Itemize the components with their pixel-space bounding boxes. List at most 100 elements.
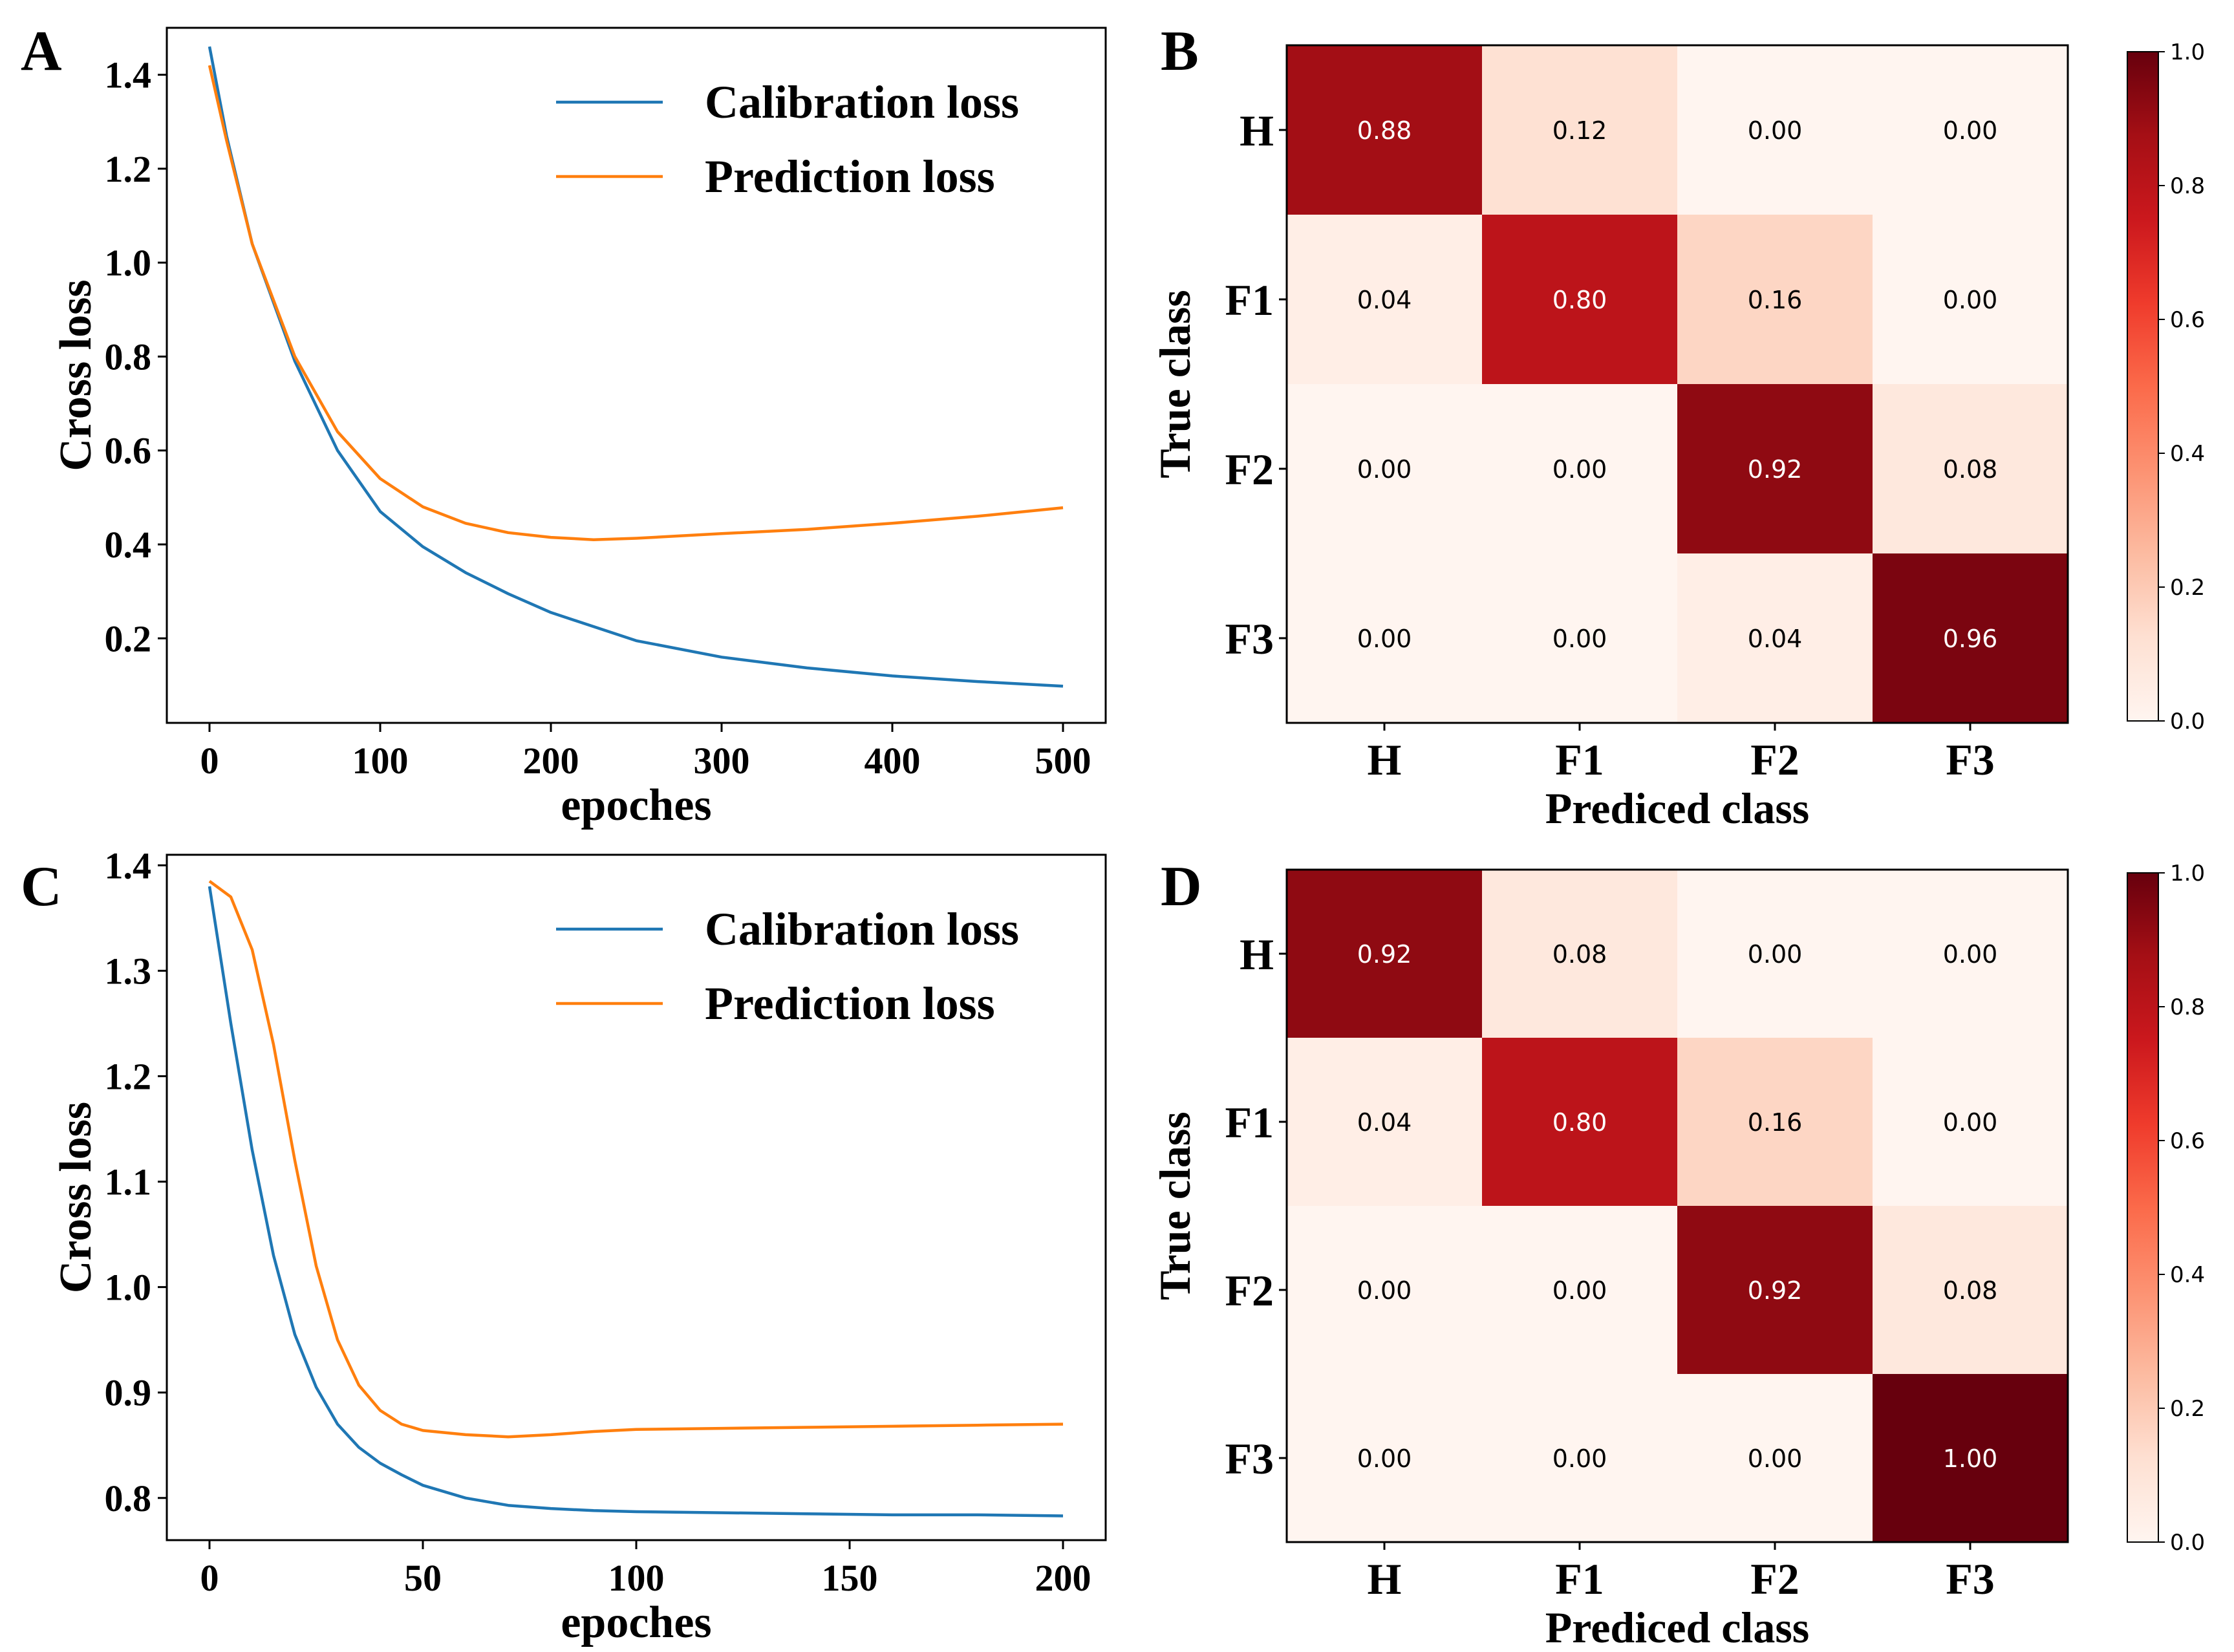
y-tick-label: 0.4 [105, 524, 152, 566]
cell-value-label: 0.08 [1552, 940, 1607, 969]
x-tick-label: 300 [694, 740, 750, 782]
panel-c: C 0 50 100 150 200 0.8 0.9 1.0 1.1 1.2 1.3 1.4 epoche… [21, 844, 1107, 1647]
cell-value-label: 0.00 [1552, 455, 1607, 484]
y-tick-label: 0.9 [105, 1372, 152, 1414]
cell-value-label: 0.00 [1357, 625, 1412, 653]
x-tick-label: 50 [404, 1557, 442, 1599]
heatmap-frame [1285, 868, 2069, 1543]
legend-label: Prediction loss [705, 151, 995, 202]
y-tick-label: 1.2 [105, 1055, 152, 1097]
plot-frame [166, 27, 1107, 724]
y-tick-label: 1.2 [105, 148, 152, 190]
y-axis-label: True class [1150, 290, 1199, 478]
heatmap-cell [1677, 553, 1873, 724]
colorbar-tick-label: 0.4 [2170, 441, 2205, 467]
x-axis-label: epoches [561, 1598, 711, 1647]
cell-value-label: 0.04 [1357, 286, 1412, 314]
heatmap-cell [1287, 870, 1483, 1038]
x-tick-label: H [1368, 1554, 1402, 1604]
colorbar-tick-label: 0.0 [2170, 1530, 2205, 1556]
y-tick-label: 1.0 [105, 242, 152, 284]
x-tick-label: F3 [1946, 1554, 1995, 1604]
heatmap-frame [1285, 44, 2069, 724]
cell-value-label: 0.00 [1943, 116, 1998, 145]
cell-value-label: 0.00 [1357, 1444, 1412, 1473]
heatmap-cell [1287, 384, 1483, 554]
x-tick-label: F2 [1750, 1554, 1799, 1604]
legend-label: Calibration loss [705, 903, 1019, 955]
cell-value-label: 1.00 [1943, 1444, 1998, 1473]
heatmap-cell [1482, 870, 1678, 1038]
x-tick-label: 200 [1035, 1557, 1091, 1599]
cell-value-label: 0.00 [1357, 455, 1412, 484]
x-tick-label: 150 [822, 1557, 878, 1599]
y-tick-label: 1.3 [105, 950, 152, 992]
cell-value-label: 0.96 [1943, 625, 1998, 653]
heatmap-cell [1287, 45, 1483, 215]
cell-value-label: 0.00 [1748, 116, 1803, 145]
colorbar-tick-label: 0.6 [2170, 1128, 2205, 1154]
y-axis-label: Cross loss [51, 279, 101, 471]
heatmap-cell [1677, 215, 1873, 385]
y-axis-label: Cross loss [51, 1102, 101, 1293]
heatmap-cell [1482, 384, 1678, 554]
cell-value-label: 0.16 [1748, 1108, 1803, 1137]
panel-b: B 0.88 0.12 0.00 0.00 0.04 0.80 0.16 0.00 0.00 0.0… [1150, 20, 2205, 833]
plot-frame [166, 853, 1107, 1541]
x-tick-label: F2 [1750, 735, 1799, 784]
heatmap-cell [1287, 1038, 1483, 1207]
x-tick-label: F1 [1555, 735, 1604, 784]
heatmap-cell [1873, 1038, 2068, 1207]
x-tick-label: 100 [608, 1557, 665, 1599]
colorbar-tick-label: 1.0 [2170, 861, 2205, 886]
heatmap-cell [1482, 553, 1678, 724]
panel-letter-b: B [1161, 20, 1199, 83]
colorbar-tick-label: 0.2 [2170, 1396, 2205, 1422]
cell-value-label: 0.80 [1552, 286, 1607, 314]
y-tick-label: 0.6 [105, 430, 152, 472]
cell-value-label: 0.16 [1748, 286, 1803, 314]
y-tick-label: F2 [1225, 445, 1274, 494]
panel-letter-a: A [21, 20, 62, 83]
cell-value-label: 0.00 [1552, 625, 1607, 653]
cell-value-label: 0.00 [1943, 1108, 1998, 1137]
cell-value-label: 0.92 [1748, 455, 1803, 484]
y-tick-label: 0.8 [105, 336, 152, 378]
heatmap-cell [1482, 1038, 1678, 1207]
legend-label: Prediction loss [705, 978, 995, 1029]
heatmap-cell [1482, 1374, 1678, 1543]
cell-value-label: 0.08 [1943, 455, 1998, 484]
cell-value-label: 0.12 [1552, 116, 1607, 145]
x-axis-label: Prediced class [1545, 1603, 1810, 1652]
cell-value-label: 0.92 [1357, 940, 1412, 969]
y-tick-label: 1.1 [105, 1161, 152, 1203]
cell-value-label: 0.00 [1748, 940, 1803, 969]
panel-a: A 0 100 200 300 400 500 0.2 0.4 0.6 0.8 1.0 1.2 1.4 ep… [21, 20, 1107, 830]
cell-value-label: 0.00 [1943, 286, 1998, 314]
colorbar [2127, 872, 2159, 1543]
cell-value-label: 0.00 [1552, 1444, 1607, 1473]
colorbar-tick-label: 0.8 [2170, 173, 2205, 199]
y-tick-label: 1.4 [105, 54, 152, 96]
heatmap-cell [1287, 1206, 1483, 1375]
x-tick-label: 400 [865, 740, 921, 782]
heatmap-cell [1677, 1374, 1873, 1543]
heatmap-cell [1873, 45, 2068, 215]
heatmap-cell [1873, 215, 2068, 385]
heatmap-cell [1873, 384, 2068, 554]
heatmap-cell [1873, 870, 2068, 1038]
heatmap-cell [1677, 384, 1873, 554]
cell-value-label: 0.00 [1357, 1276, 1412, 1305]
heatmap-cell [1873, 553, 2068, 724]
x-axis-label: epoches [561, 780, 711, 830]
panel-d: D 0.92 0.08 0.00 0.00 0.04 0.80 0.16 0.00 0.00 0.0… [1150, 855, 2205, 1652]
heatmap-cell [1482, 215, 1678, 385]
series-line-calibration [208, 886, 1064, 1518]
x-tick-label: 0 [200, 740, 219, 782]
y-tick-label: 0.8 [105, 1477, 152, 1519]
heatmap-cell [1677, 45, 1873, 215]
cell-value-label: 0.92 [1748, 1276, 1803, 1305]
cell-value-label: 0.88 [1357, 116, 1412, 145]
cell-value-label: 0.04 [1748, 625, 1803, 653]
